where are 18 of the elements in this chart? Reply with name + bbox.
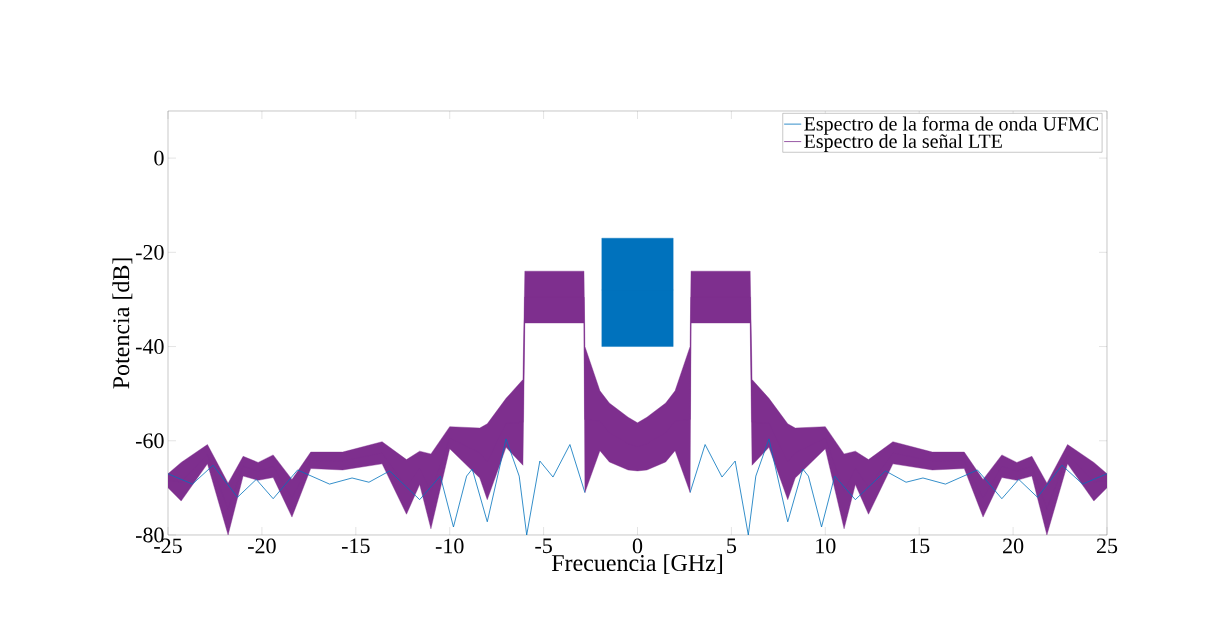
x-tick-label: 20 bbox=[1003, 538, 1024, 554]
y-tick-label: 0 bbox=[154, 150, 164, 166]
y-tick-label: -60 bbox=[135, 433, 164, 449]
x-tick-label: -10 bbox=[435, 538, 464, 554]
x-axis-title: Frecuencia [GHz] bbox=[551, 554, 723, 575]
y-axis-title: Potencia [dB] bbox=[112, 258, 133, 389]
x-tick-label: 0 bbox=[632, 538, 643, 554]
x-tick-label: 25 bbox=[1096, 538, 1118, 554]
legend-label: Espectro de la señal LTE bbox=[804, 133, 1002, 153]
x-tick-label: -15 bbox=[341, 538, 370, 554]
x-tick-label: -5 bbox=[535, 538, 552, 554]
x-tick-label: 15 bbox=[910, 538, 930, 554]
x-tick-label: 5 bbox=[727, 538, 737, 554]
x-tick-label: 10 bbox=[816, 538, 836, 554]
y-tick-label: -40 bbox=[135, 339, 164, 354]
x-tick-label: -20 bbox=[248, 538, 276, 554]
y-tick-label: -20 bbox=[135, 244, 164, 260]
legend-label: Espectro de la forma de onda UFMC bbox=[804, 116, 1098, 135]
